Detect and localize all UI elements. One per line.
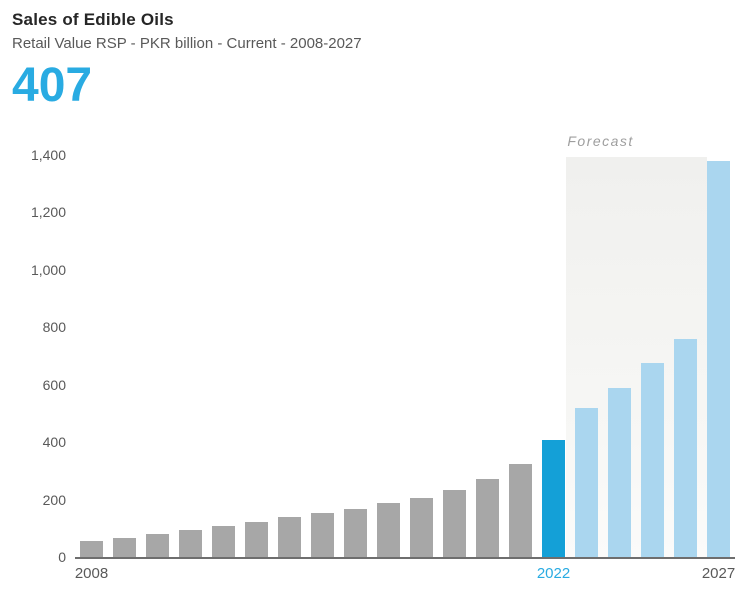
bars-container bbox=[75, 155, 735, 557]
bar-2010 bbox=[145, 534, 170, 557]
bar-2008 bbox=[79, 541, 104, 557]
chart-subtitle: Retail Value RSP - PKR billion - Current… bbox=[12, 35, 362, 52]
bar-slot-2009 bbox=[108, 155, 141, 557]
bar-2023 bbox=[574, 407, 599, 557]
x-tick-label-2008: 2008 bbox=[74, 565, 109, 582]
bar-slot-2023 bbox=[570, 155, 603, 557]
bar-2022 bbox=[541, 440, 566, 557]
bar-slot-2013 bbox=[240, 155, 273, 557]
chart-title: Sales of Edible Oils bbox=[12, 10, 174, 29]
chart-header: Sales of Edible Oils Retail Value RSP - … bbox=[12, 10, 362, 110]
bar-2011 bbox=[178, 530, 203, 557]
y-tick-label: 400 bbox=[42, 434, 66, 451]
bar-2020 bbox=[475, 479, 500, 557]
y-tick-label: 0 bbox=[58, 549, 66, 565]
bar-2015 bbox=[310, 513, 335, 557]
y-tick-label: 1,400 bbox=[30, 147, 66, 163]
x-tick-label-2027: 2027 bbox=[701, 565, 736, 582]
y-tick-label: 800 bbox=[42, 319, 66, 336]
forecast-label: Forecast bbox=[567, 133, 634, 149]
bar-2017 bbox=[376, 503, 401, 557]
bar-slot-2027 bbox=[702, 155, 735, 557]
bar-2013 bbox=[244, 521, 269, 557]
y-tick-label: 600 bbox=[42, 376, 66, 393]
bar-slot-2018 bbox=[405, 155, 438, 557]
bar-slot-2014 bbox=[273, 155, 306, 557]
x-tick-label-2022: 2022 bbox=[536, 565, 571, 582]
bar-2025 bbox=[640, 363, 665, 557]
bar-2012 bbox=[211, 525, 236, 557]
bar-slot-2012 bbox=[207, 155, 240, 557]
bar-2014 bbox=[277, 517, 302, 557]
bar-2026 bbox=[673, 338, 698, 557]
bar-2018 bbox=[409, 498, 434, 557]
bar-slot-2010 bbox=[141, 155, 174, 557]
bar-slot-2011 bbox=[174, 155, 207, 557]
bar-slot-2025 bbox=[636, 155, 669, 557]
headline-value: 407 bbox=[12, 59, 93, 112]
bar-slot-2015 bbox=[306, 155, 339, 557]
bar-2019 bbox=[442, 489, 467, 557]
bar-slot-2024 bbox=[603, 155, 636, 557]
bar-2027 bbox=[706, 160, 731, 557]
bar-slot-2020 bbox=[471, 155, 504, 557]
bar-slot-2022 bbox=[537, 155, 570, 557]
bar-slot-2019 bbox=[438, 155, 471, 557]
bar-slot-2016 bbox=[339, 155, 372, 557]
bar-slot-2026 bbox=[669, 155, 702, 557]
bar-slot-2017 bbox=[372, 155, 405, 557]
bar-2021 bbox=[508, 463, 533, 557]
y-tick-label: 1,000 bbox=[30, 261, 66, 278]
bar-slot-2021 bbox=[504, 155, 537, 557]
y-tick-label: 200 bbox=[42, 491, 66, 508]
bar-2016 bbox=[343, 509, 368, 557]
bar-chart-plot: Forecast 0 200 400 600 800 1,000 1,200 1,400 20… bbox=[31, 133, 735, 582]
y-tick-label: 1,200 bbox=[30, 204, 66, 221]
bar-slot-2008 bbox=[75, 155, 108, 557]
bar-2009 bbox=[112, 537, 137, 557]
bar-2024 bbox=[607, 387, 632, 557]
